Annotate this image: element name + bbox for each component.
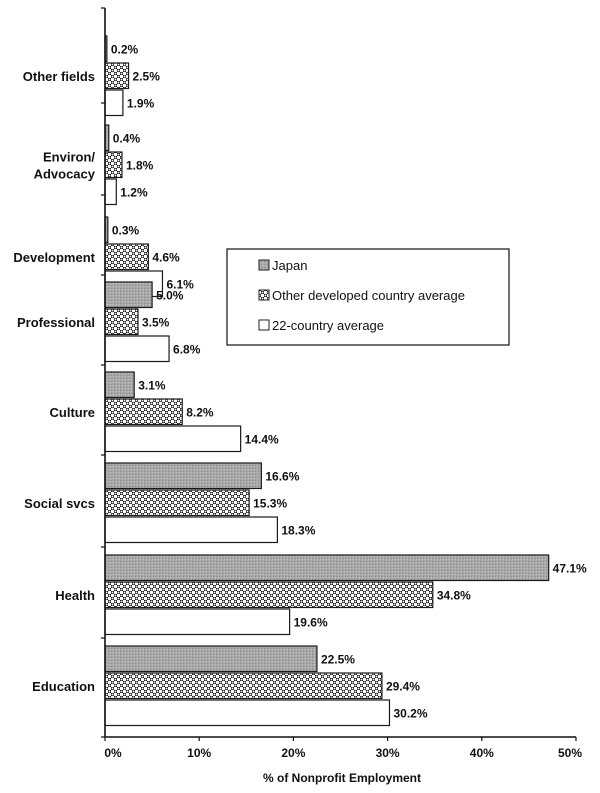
axis-layer: Other fields Environ/Advocacy Development P…	[13, 7, 582, 785]
x-tick-label: 10%	[187, 746, 211, 760]
legend-label-japan: Japan	[272, 258, 307, 273]
x-tick-label: 30%	[376, 746, 400, 760]
bar-education-22-country	[104, 699, 391, 727]
value-label-social-svcs-22-country: 18.3%	[281, 523, 315, 537]
value-label-other-fields-22-country: 1.9%	[127, 96, 155, 110]
category-label-education: Education	[32, 679, 95, 694]
value-label-environ-advocacy-22-country: 1.2%	[120, 185, 148, 199]
value-label-development-other-developed: 4.6%	[152, 250, 180, 264]
value-label-health-22-country: 19.6%	[294, 615, 328, 629]
category-label-culture: Culture	[50, 405, 96, 420]
bar-social-svcs-other-developed	[104, 489, 250, 517]
bar-social-svcs-japan	[104, 462, 262, 490]
legend-swatch-other-developed	[258, 289, 270, 301]
value-label-culture-japan: 3.1%	[138, 378, 166, 392]
x-tick-label: 40%	[470, 746, 494, 760]
bar-professional-22-country	[104, 335, 170, 363]
x-tick-label: 20%	[281, 746, 305, 760]
value-label-professional-other-developed: 3.5%	[142, 315, 170, 329]
bar-education-japan	[104, 645, 318, 673]
value-label-environ-advocacy-japan: 0.4%	[113, 131, 141, 145]
value-label-environ-advocacy-other-developed: 1.8%	[126, 158, 154, 172]
bar-culture-japan	[104, 371, 135, 399]
bar-culture-22-country	[104, 425, 242, 453]
bar-professional-japan	[104, 281, 153, 309]
legend-swatch-japan	[258, 259, 270, 271]
bar-environ-advocacy-22-country	[104, 178, 117, 206]
category-label-social-svcs: Social svcs	[24, 496, 95, 511]
value-label-health-japan: 47.1%	[553, 561, 587, 575]
value-label-education-22-country: 30.2%	[393, 706, 427, 720]
category-label-development: Development	[13, 250, 95, 265]
bar-professional-other-developed	[104, 308, 139, 336]
x-tick-label: 0%	[104, 746, 122, 760]
bar-development-other-developed	[104, 243, 149, 271]
bar-health-22-country	[104, 608, 291, 636]
legend-swatch-22-country	[258, 319, 270, 331]
value-label-other-fields-other-developed: 2.5%	[133, 69, 161, 83]
labels-layer: 0.2% 2.5% 1.9% 0.4% 1.8% 1.2% 0.3% 4.6% 6.1%5.0%…	[111, 42, 587, 720]
legend-label-22-country: 22-country average	[272, 318, 384, 333]
bar-health-japan	[104, 554, 550, 582]
value-label-development-japan: 0.3%	[112, 223, 140, 237]
value-label-social-svcs-other-developed: 15.3%	[253, 496, 287, 510]
bar-health-other-developed	[104, 581, 434, 609]
value-label-professional-22-country: 6.8%	[173, 342, 201, 356]
bar-education-other-developed	[104, 672, 383, 700]
legend-label-other-developed: Other developed country average	[272, 288, 465, 303]
category-label-health: Health	[55, 588, 95, 603]
value-label-development-22-country: 6.1%	[166, 277, 194, 291]
value-label-health-other-developed: 34.8%	[437, 588, 471, 602]
value-label-social-svcs-japan: 16.6%	[265, 469, 299, 483]
category-label-professional: Professional	[17, 315, 95, 330]
bar-social-svcs-22-country	[104, 516, 278, 544]
category-label-other-fields: Other fields	[23, 69, 95, 84]
value-label-education-other-developed: 29.4%	[386, 679, 420, 693]
category-label-environ-advocacy: Environ/Advocacy	[34, 149, 96, 181]
value-label-education-japan: 22.5%	[321, 652, 355, 666]
bar-culture-other-developed	[104, 398, 183, 426]
bar-other-fields-other-developed	[104, 62, 130, 90]
x-tick-label: 50%	[558, 746, 582, 760]
value-label-culture-22-country: 14.4%	[245, 432, 279, 446]
value-label-other-fields-japan: 0.2%	[111, 42, 139, 56]
bars-layer	[104, 35, 550, 727]
bar-environ-advocacy-other-developed	[104, 151, 123, 179]
bar-other-fields-22-country	[104, 89, 124, 117]
x-axis-title: % of Nonprofit Employment	[263, 771, 421, 785]
legend: Japan Other developed country average 22…	[226, 248, 510, 346]
value-label-professional-japan: 5.0%	[156, 288, 184, 302]
value-label-culture-other-developed: 8.2%	[186, 405, 214, 419]
legend-box	[226, 248, 510, 346]
